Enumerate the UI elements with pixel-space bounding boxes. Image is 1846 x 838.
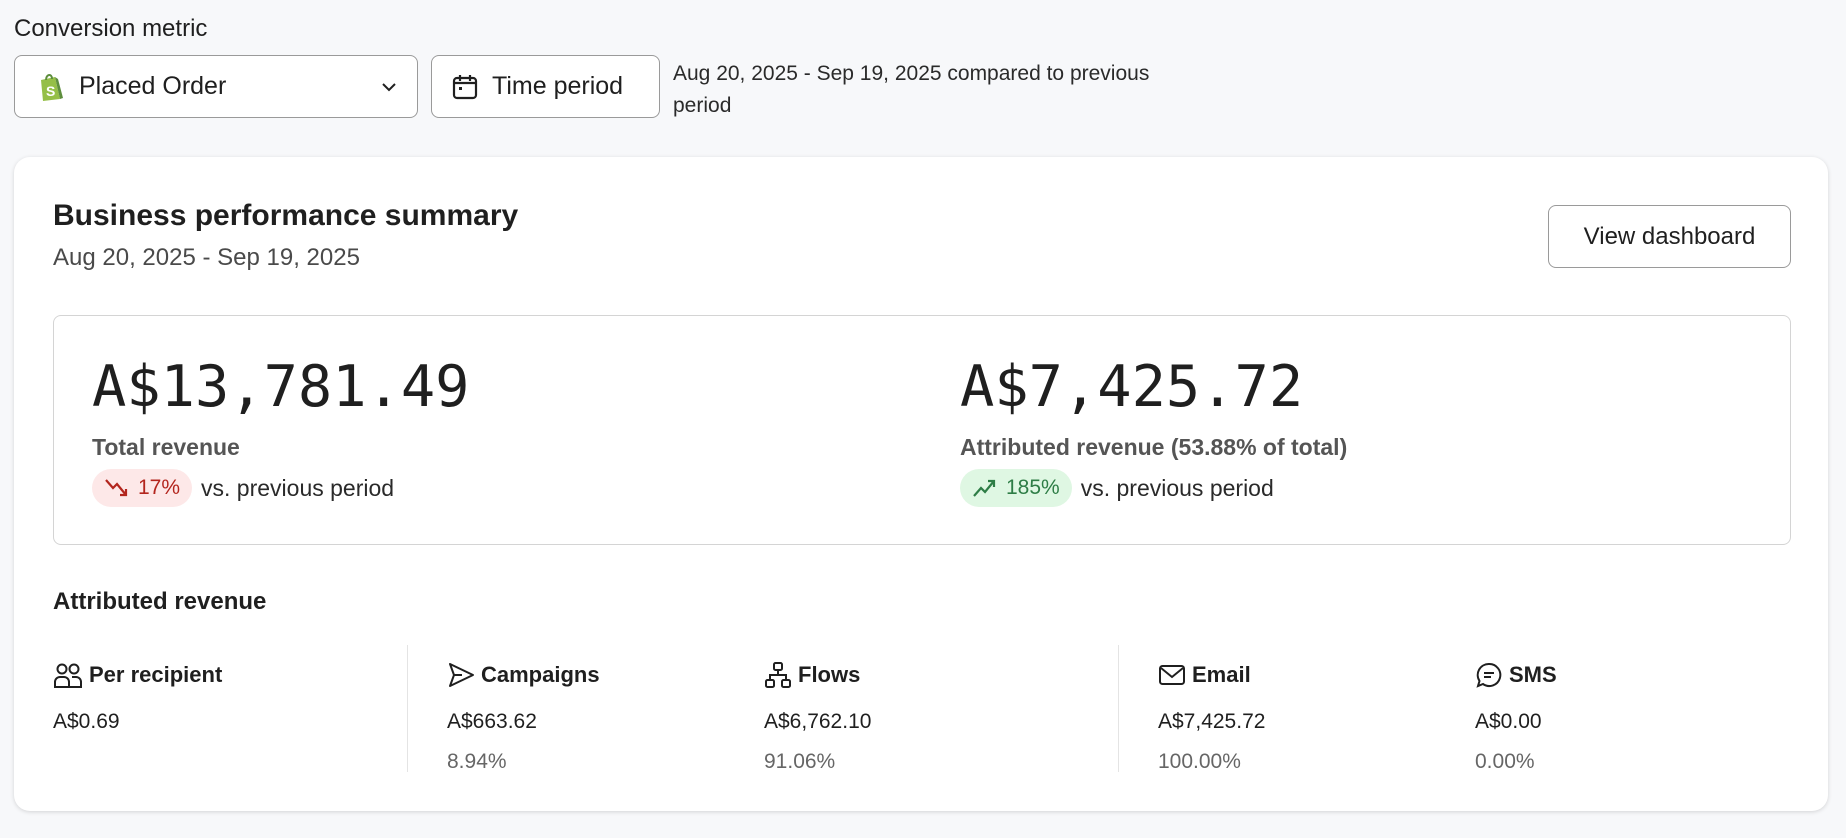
per-recipient-metric: Per recipient A$0.69 bbox=[53, 662, 222, 734]
card-date-range: Aug 20, 2025 - Sep 19, 2025 bbox=[53, 244, 360, 271]
metric-label: Per recipient bbox=[89, 662, 223, 687]
attributed-revenue-trend: 185% vs. previous period bbox=[960, 469, 1274, 507]
trend-up-badge: 185% bbox=[960, 469, 1072, 507]
users-icon bbox=[54, 663, 82, 688]
metric-label: SMS bbox=[1509, 662, 1557, 687]
attributed-revenue-value: A$7,425.72 bbox=[960, 354, 1304, 420]
total-revenue-trend: 17% vs. previous period bbox=[92, 469, 394, 507]
calendar-icon bbox=[452, 74, 478, 99]
flows-metric: Flows A$6,762.10 91.06% bbox=[764, 662, 871, 774]
metric-value: A$6,762.10 bbox=[764, 710, 872, 733]
sms-metric: SMS A$0.00 0.00% bbox=[1475, 662, 1557, 774]
attributed-change-suffix: vs. previous period bbox=[1080, 474, 1274, 501]
metric-percent: 0.00% bbox=[1475, 750, 1535, 773]
card-title: Business performance summary bbox=[53, 199, 519, 232]
metric-percent: 100.00% bbox=[1158, 750, 1241, 773]
metric-value: Placed Order bbox=[79, 72, 227, 100]
trend-up-icon bbox=[973, 479, 996, 497]
attributed-revenue-label: Attributed revenue (53.88% of total) bbox=[960, 434, 1348, 460]
mail-icon bbox=[1159, 665, 1185, 685]
trend-down-badge: 17% bbox=[92, 469, 193, 507]
metric-value: A$0.69 bbox=[53, 710, 120, 733]
metric-percent: 91.06% bbox=[764, 750, 836, 773]
comparison-text: Aug 20, 2025 - Sep 19, 2025 compared to … bbox=[673, 62, 1150, 117]
metric-value: A$0.00 bbox=[1475, 710, 1542, 733]
metric-label: Flows bbox=[798, 662, 861, 687]
total-change: 17% bbox=[138, 476, 181, 499]
column-divider bbox=[1118, 645, 1119, 772]
trend-down-icon bbox=[105, 479, 128, 497]
attributed-revenue-section-title: Attributed revenue bbox=[53, 588, 267, 615]
metric-value: A$7,425.72 bbox=[1158, 710, 1266, 733]
metric-value: A$663.62 bbox=[447, 710, 537, 733]
time-period-label: Time period bbox=[492, 72, 624, 100]
shopify-icon: S bbox=[41, 73, 63, 101]
time-period-button[interactable]: Time period bbox=[431, 55, 660, 118]
attributed-change: 185% bbox=[1006, 476, 1060, 499]
send-icon bbox=[449, 663, 474, 687]
business-performance-card: Business performance summary Aug 20, 202… bbox=[14, 157, 1828, 811]
total-revenue-value: A$13,781.49 bbox=[92, 354, 470, 420]
view-dashboard-button[interactable]: View dashboard bbox=[1548, 205, 1791, 268]
revenue-summary-box: A$13,781.49 Total revenue 17% vs. previo… bbox=[53, 315, 1791, 545]
campaigns-metric: Campaigns A$663.62 8.94% bbox=[447, 662, 600, 774]
email-metric: Email A$7,425.72 100.00% bbox=[1158, 662, 1265, 774]
flow-icon bbox=[765, 662, 791, 688]
conversion-metric-dropdown[interactable]: S Placed Order bbox=[14, 55, 418, 118]
metric-label: Email bbox=[1192, 662, 1251, 687]
conversion-metric-label: Conversion metric bbox=[14, 15, 208, 42]
total-revenue-label: Total revenue bbox=[92, 434, 240, 460]
metric-percent: 8.94% bbox=[447, 750, 507, 773]
chevron-down-icon bbox=[382, 82, 396, 91]
total-change-suffix: vs. previous period bbox=[201, 474, 395, 501]
chat-icon bbox=[1476, 662, 1502, 688]
svg-text:S: S bbox=[46, 83, 55, 99]
metric-label: Campaigns bbox=[481, 662, 600, 687]
column-divider bbox=[407, 645, 408, 772]
